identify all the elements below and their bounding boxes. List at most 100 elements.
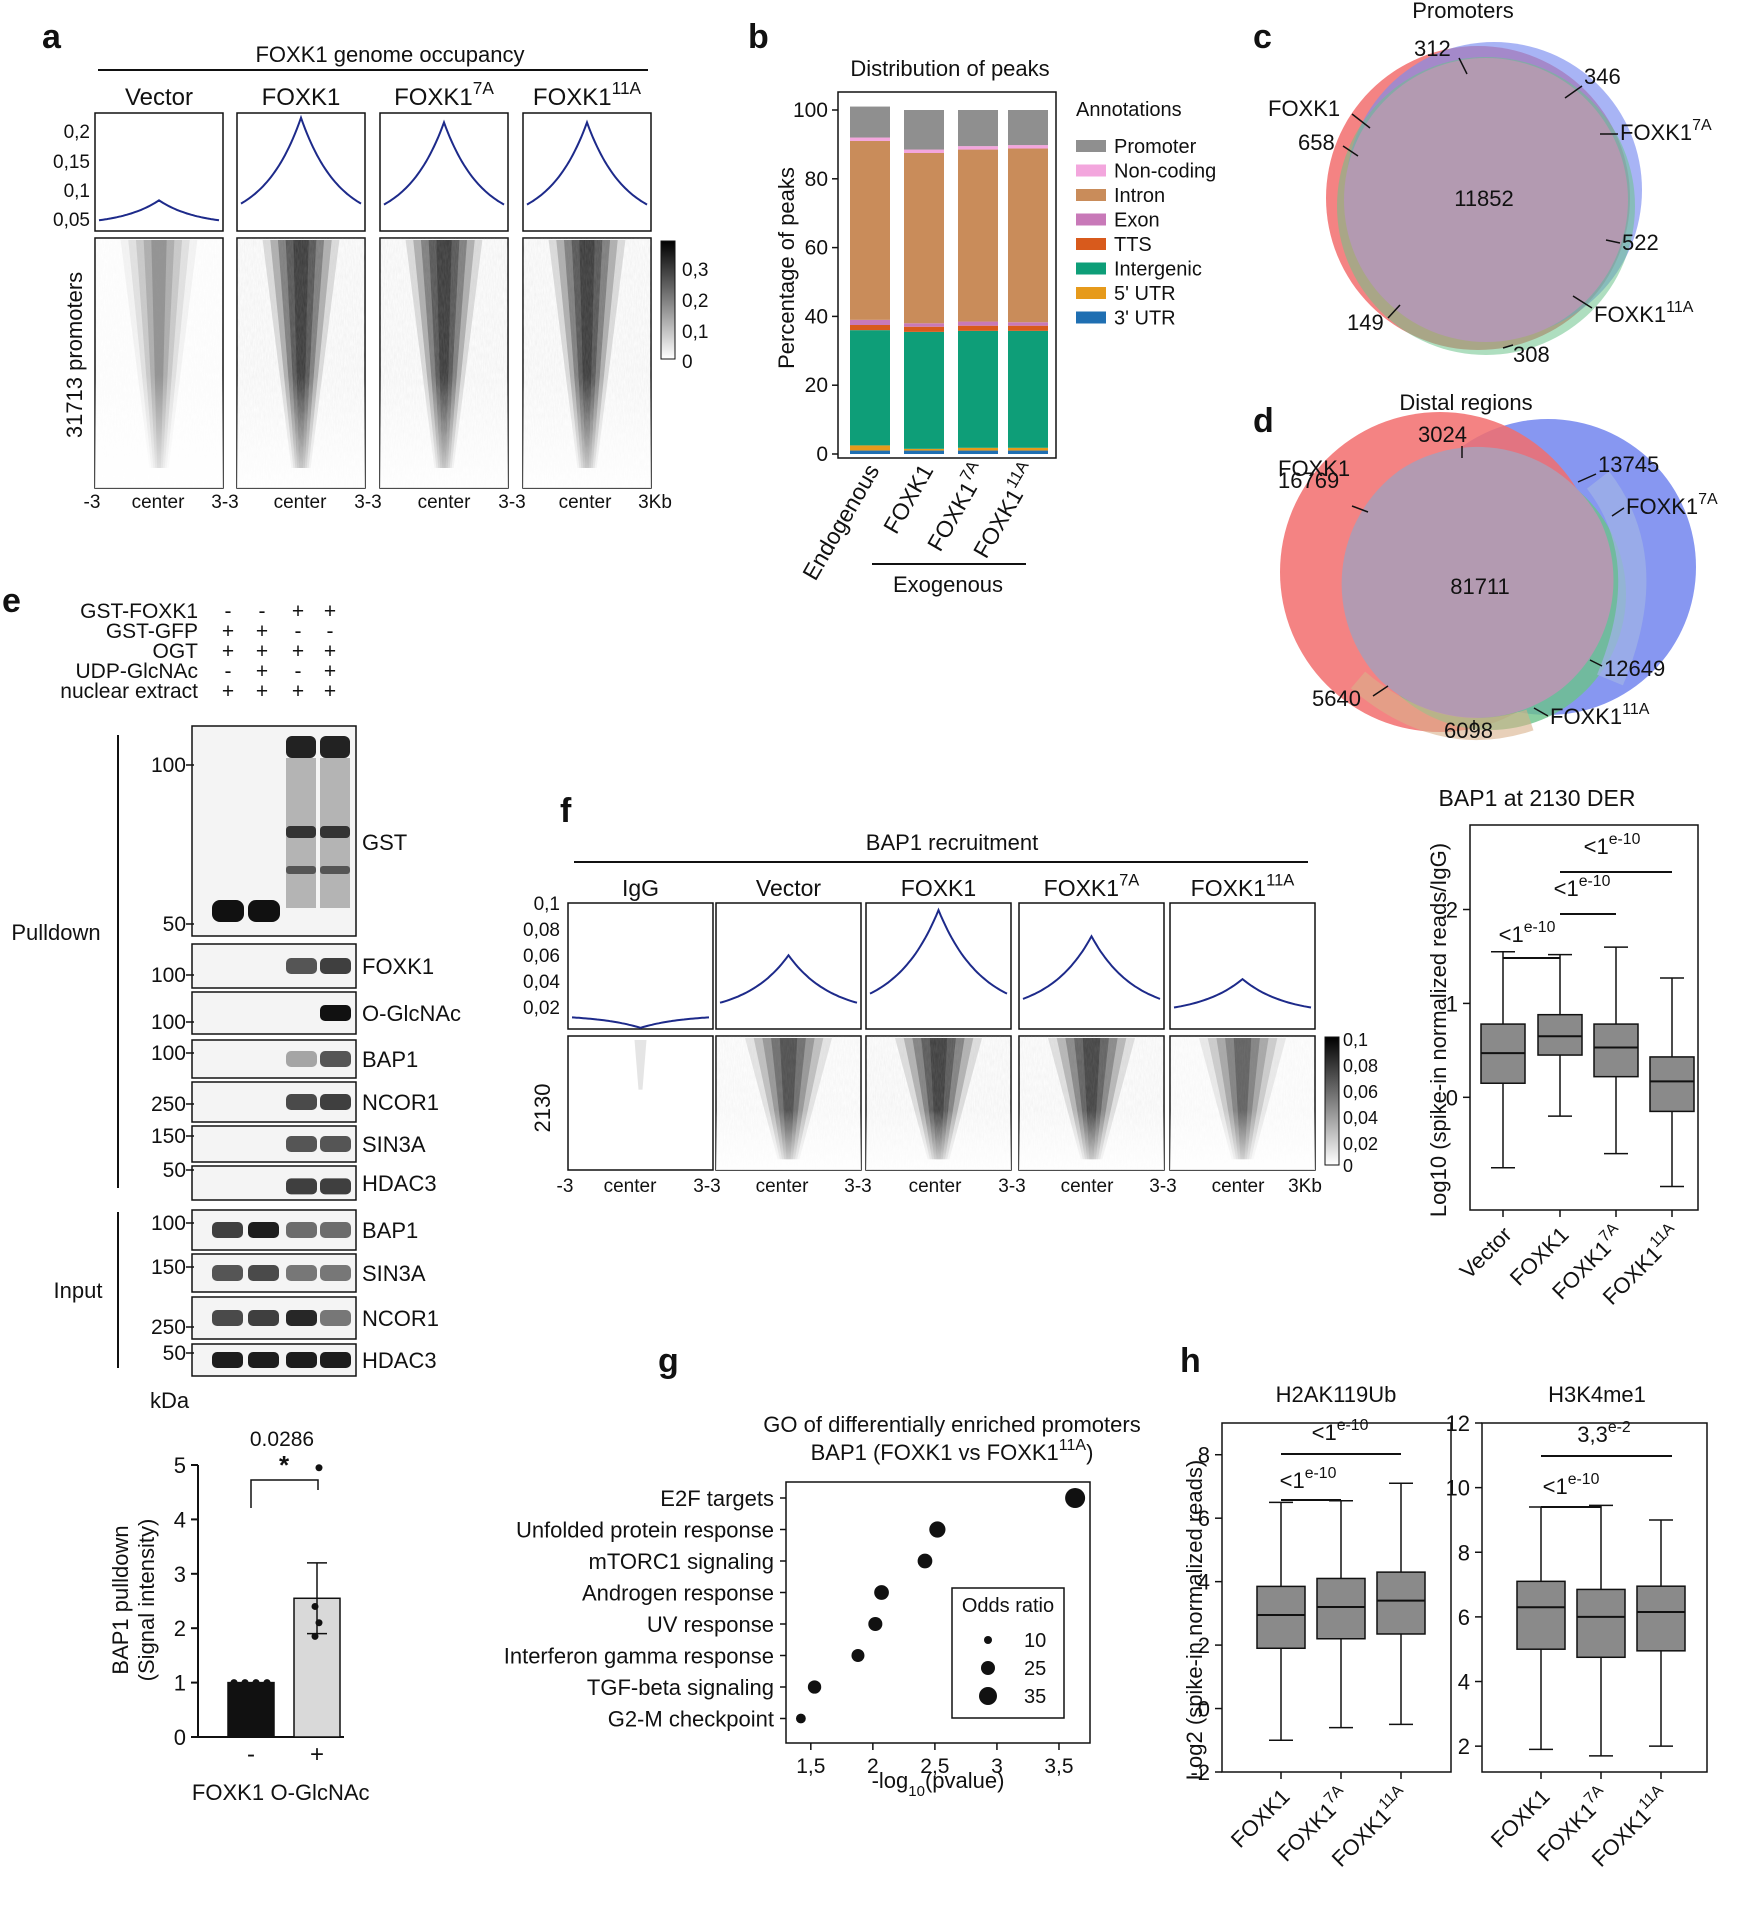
panel-e-band [320,866,350,874]
panel-h-comparison-sup: e-2 [1608,1419,1631,1436]
panel-f-profile-line [571,1016,710,1029]
panel-g-point [1065,1487,1086,1509]
panel-a-heatmap-signal [237,238,365,488]
panel-e-band [286,1094,317,1110]
panel-b-legend-label: TTS [1114,234,1152,256]
panel-f-heatmap-faint [634,1040,647,1090]
panel-g-xtick: 2 [867,1755,879,1778]
panel-b-ytick: 20 [805,374,828,397]
panel-h-left-title: H2AK119Ub [1276,1382,1397,1407]
panel-b-ytick: 0 [816,443,828,466]
panel-h-comparison: 3,3e-2 [1577,1419,1630,1447]
panel-h-left-ytick: 8 [1198,1443,1210,1468]
venn-c-center-value: 11852 [1454,186,1514,211]
panel-f-ytick: 0,02 [523,998,560,1019]
panel-a-heatmap-fade [95,375,223,488]
panel-h-comparison: <1e-10 [1280,1465,1337,1493]
panel-f-box-comparison: <1e-10 [1584,831,1641,859]
panel-d: Distal regions 81711 3024 13745 16769 12… [1278,390,1718,743]
panel-a-yticks: 0,2 0,15 0,1 0,05 [53,122,90,231]
panel-f-box-box [1593,1023,1639,1078]
panel-e-band [320,1222,351,1238]
venn-c-label-foxk1-11a: FOXK111A [1594,299,1694,327]
venn-d-label-foxk1-7a: FOXK17A [1626,491,1718,519]
panel-g-term: G2-M checkpoint [608,1707,774,1732]
venn-d-number: 12649 [1604,656,1665,681]
panel-b-legend-swatch [1076,189,1106,201]
panel-b-bar-segment [850,319,890,325]
panel-b-bar-segment [958,325,998,331]
panel-f-xtick: center [1061,1176,1114,1197]
venn-d-label-foxk1: FOXK1 [1278,456,1350,481]
panel-b-legend-label: Promoter [1114,136,1197,158]
panel-g-legend-label: 10 [1024,1630,1046,1652]
panel-e-blot-label: NCOR1 [362,1090,439,1115]
panel-h: Log2 (spike-in normalized reads) H2AK119… [1182,1382,1708,1872]
panel-e-condition-mark: - [259,600,266,623]
panel-e-bar-category: - [247,1741,255,1768]
panel-b-bar-segment [904,110,944,150]
panel-f-yticks: 0,1 0,08 0,06 0,04 0,02 [523,894,560,1019]
panel-a-xtick: center [132,492,185,513]
panel-f-heatmap-signal [1019,1036,1164,1170]
panel-b-bar-segment [1008,330,1048,448]
panel-a-xtick: 3Kb [638,492,672,513]
panel-a-colorbar-tick: 0 [682,352,693,373]
panel-h-right-box [1516,1580,1566,1650]
panel-e-bar-point [311,1602,319,1610]
panel-f-profile-line [719,953,858,1004]
venn-d-label-foxk1-11a: FOXK111A [1550,701,1650,729]
panel-b-bar-segment [958,110,998,147]
panel-b-bar-segment [1008,148,1048,323]
panel-label-d: d [1253,402,1274,440]
panel-a-xtick: 3-3 [354,492,381,513]
panel-h-comparison-sup: e-10 [1305,1465,1337,1482]
panel-e-blot-label: SIN3A [362,1261,426,1286]
panel-b-bar-segment [904,450,944,454]
panel-e-condition-mark: - [295,620,302,643]
panel-g-title-1: GO of differentially enriched promoters [763,1412,1140,1437]
panel-g-point [795,1713,806,1724]
panel-b-category-label: Endogenous [797,460,884,585]
panel-f-colorbar-tick: 0,08 [1343,1056,1378,1076]
panel-e-band [320,826,350,838]
panel-e-band [248,1310,279,1326]
panel-a-xaxis: -3 center 3-3 center 3-3 center 3-3 cent… [84,492,672,513]
panel-e-condition-label: GST-GFP [106,620,198,643]
panel-b-legend-label: 5' UTR [1114,283,1176,305]
panel-e-condition-mark: + [222,680,234,703]
panel-b-bar-segment [958,149,998,322]
panel-f-xaxis: -3 center 3-3 center 3-3 center 3-3 cent… [557,1176,1322,1197]
panel-f-box-comparison-main: <1 [1499,922,1524,947]
panel-f-xtick: -3 [557,1176,574,1197]
panel-a-column-label-main: FOXK1 [533,84,612,111]
panel-g-term: mTORC1 signaling [589,1549,774,1574]
panel-f-heatmap-fade [866,1109,1011,1170]
panel-label-e: e [2,582,21,620]
panel-f-column-label-main: IgG [622,875,659,901]
panel-g-term: E2F targets [660,1486,774,1511]
panel-e-band [320,1051,351,1067]
panel-g-point [929,1521,946,1538]
panel-f-xtick: 3-3 [844,1176,871,1197]
panel-f-ytick: 0,04 [523,972,560,993]
panel-e-blot-label: BAP1 [362,1047,418,1072]
panel-e-kda-marker: 100 [151,1212,186,1235]
panel-e-band [320,1265,351,1281]
panel-b-bar-segment [850,106,890,138]
panel-g-legend-label: 25 [1024,1658,1046,1680]
panel-b-legend-swatch [1076,262,1106,275]
panel-e-condition-mark: + [256,620,268,643]
panel-b-ytick: 80 [805,168,828,191]
panel-e-kda-marker: 100 [151,1042,186,1065]
panel-a-heatmap-fade [523,375,651,488]
panel-f-box-ytick: 0 [1446,1085,1458,1110]
panel-g-xlabel: -log10(pvalue) [872,1768,1005,1800]
panel-g-xlabel-sub: 10 [908,1783,925,1800]
panel-e-band [286,1136,317,1152]
panel-e-blot-label: NCOR1 [362,1306,439,1331]
panel-f-column-label-main: FOXK1 [1044,875,1119,901]
panel-e-band [212,1310,243,1326]
panel-a-heatmap-fade [237,375,365,488]
panel-label-h: h [1180,1342,1201,1380]
